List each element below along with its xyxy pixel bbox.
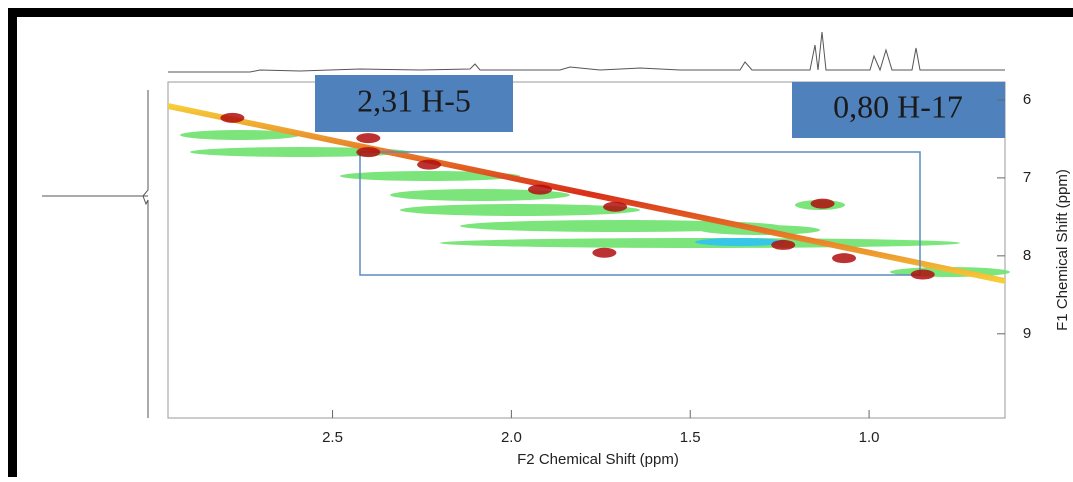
peak (417, 159, 442, 170)
contour-region (695, 238, 785, 246)
annotation-box (315, 75, 513, 132)
y-axis-label: F1 Chemical Shift (ppm) (1054, 169, 1071, 331)
f1-projection (42, 90, 149, 418)
region-box (359, 151, 921, 276)
peak (810, 198, 835, 209)
x-tick-label: 2.5 (322, 429, 343, 446)
annotation: 2,31 H-5 (357, 82, 471, 118)
x-tick-label: 1.5 (680, 429, 701, 446)
y-tick-label: 6 (1023, 91, 1031, 108)
annotation: 0,80 H-17 (833, 88, 963, 124)
peak (528, 184, 552, 195)
peak (603, 201, 628, 212)
x-axis-label: F2 Chemical Shift (ppm) (517, 451, 679, 468)
peak (356, 133, 381, 144)
peak (771, 239, 796, 250)
annotation-box (792, 82, 1005, 138)
peak (910, 269, 935, 280)
f2-projection (168, 31, 1005, 73)
peak (592, 247, 617, 258)
peak (220, 112, 245, 123)
x-tick-label: 2.0 (501, 429, 522, 446)
diagonal-ridge (168, 103, 1005, 284)
peak (832, 253, 857, 264)
peak (356, 147, 381, 158)
plot-area (167, 81, 1006, 419)
x-tick-label: 1.0 (859, 429, 880, 446)
frame (8, 8, 1073, 17)
y-tick-label: 8 (1023, 247, 1031, 264)
frame (8, 8, 17, 478)
y-tick-label: 7 (1023, 169, 1031, 186)
y-tick-label: 9 (1023, 325, 1031, 342)
